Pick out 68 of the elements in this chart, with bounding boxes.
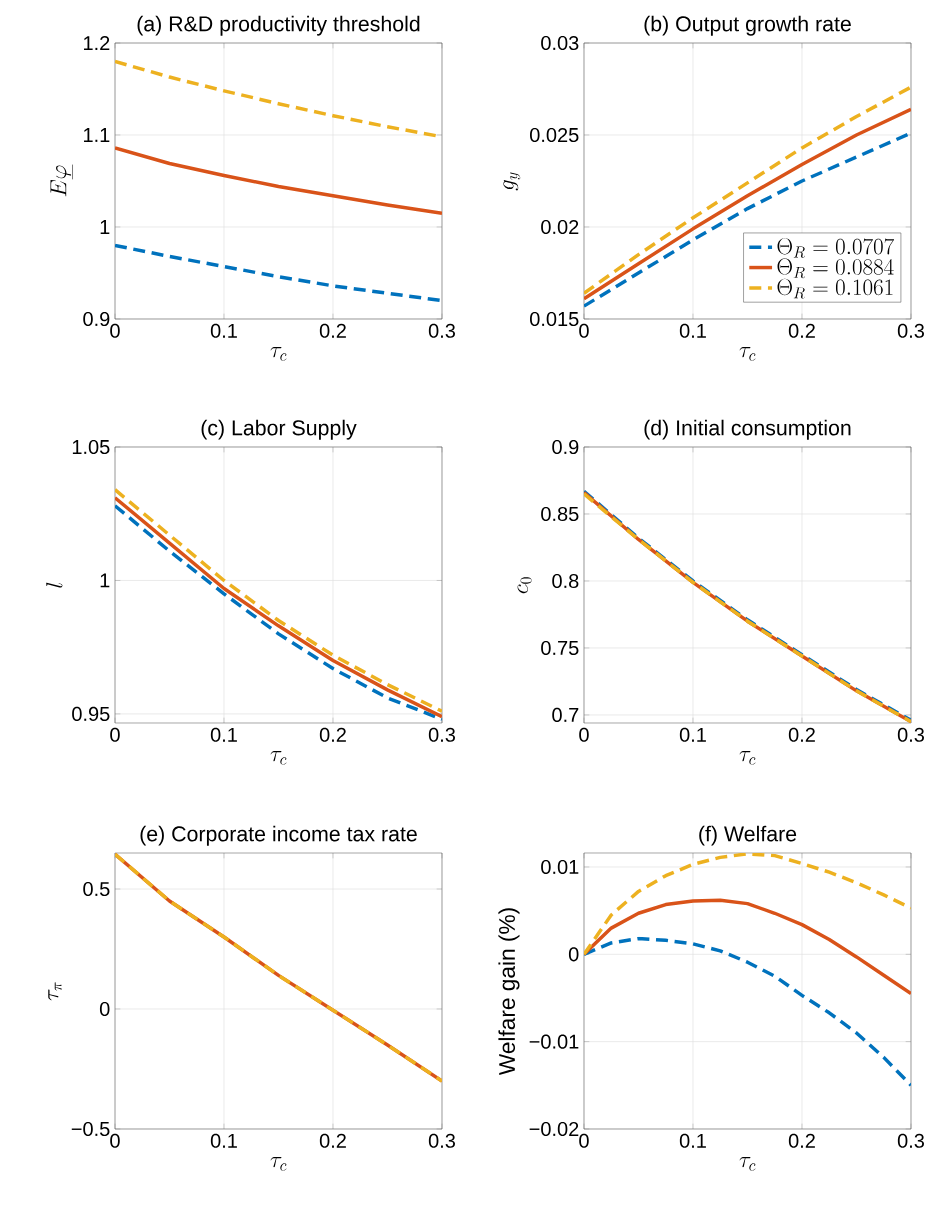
y-tick-label: 0.85: [541, 506, 579, 522]
y-tick-label: 1.1: [84, 128, 110, 142]
x-tick-label: 0.2: [788, 727, 815, 742]
x-tick-label: 0.3: [897, 1133, 925, 1148]
y-tick-label: 0.015: [530, 311, 579, 327]
x-tick-label: 0.3: [897, 727, 925, 742]
y-axis-title: $\tau_\pi$: [48, 982, 62, 1001]
x-tick-label: 0.2: [788, 1133, 815, 1148]
y-tick-label: −0.5: [71, 1121, 110, 1137]
y-tick-label: 0.95: [72, 706, 110, 721]
y-tick-label: 1.05: [72, 439, 110, 455]
x-axis-title: $\tau_c$: [739, 1157, 756, 1171]
y-tick-label: 0: [568, 947, 579, 962]
y-tick-label: 0.02: [541, 219, 579, 235]
x-tick-label: 0.3: [428, 1133, 456, 1148]
y-tick-label: 0.8: [552, 573, 579, 589]
y-axis-title: Welfare gain (%): [498, 908, 520, 1076]
y-tick-label: 1.2: [84, 36, 110, 50]
x-axis-title: $\tau_c$: [270, 751, 287, 765]
x-tick-label: 0.1: [679, 727, 706, 742]
y-axis-title: $E\underline{\varphi}$: [50, 164, 73, 197]
y-tick-label: 1: [100, 573, 110, 588]
x-tick-label: 0.1: [210, 323, 237, 338]
x-tick-label: 0.1: [210, 727, 237, 742]
y-axis-title: $l$: [46, 582, 63, 588]
x-tick-label: 0.2: [319, 323, 346, 338]
x-tick-label: 0.2: [319, 727, 346, 742]
x-tick-label: 0.1: [210, 1133, 237, 1148]
y-tick-label: 0: [99, 1001, 110, 1017]
y-tick-label: 0.5: [83, 881, 110, 897]
legend-label: $\Theta_R = 0.1061$: [777, 278, 893, 299]
y-tick-label: 0.75: [541, 640, 579, 656]
y-tick-label: 0.9: [552, 439, 579, 455]
x-tick-label: 0: [579, 1133, 589, 1148]
x-tick-label: 0.2: [319, 1133, 346, 1148]
x-tick-label: 0: [110, 323, 120, 338]
y-tick-label: −0.01: [529, 1034, 579, 1049]
y-tick-label: 0.01: [541, 859, 579, 875]
legend-label: $\Theta_R = 0.0707$: [777, 237, 895, 258]
x-tick-label: 0.3: [428, 323, 456, 338]
x-axis-title: $\tau_c$: [270, 1157, 287, 1171]
x-tick-label: 0: [579, 727, 589, 742]
y-tick-label: 0.7: [552, 707, 579, 723]
chart-title: (a) R&D productivity threshold: [137, 15, 420, 36]
y-tick-label: 0.025: [530, 127, 579, 143]
chart-title: (e) Corporate income tax rate: [140, 825, 417, 846]
x-tick-label: 0.1: [679, 323, 706, 338]
y-tick-label: 0.9: [83, 311, 110, 327]
chart-title: (c) Labor Supply: [201, 419, 357, 440]
x-axis-title: $\tau_c$: [739, 347, 756, 361]
x-tick-label: 0.3: [897, 323, 925, 338]
x-axis-title: $\tau_c$: [739, 751, 756, 765]
y-tick-label: −0.02: [529, 1121, 579, 1137]
y-axis-title: $c_0$: [517, 577, 532, 594]
y-tick-label: 0.03: [541, 35, 579, 51]
x-tick-label: 0.3: [428, 727, 456, 742]
x-tick-label: 0.2: [788, 323, 815, 338]
chart-title: (f) Welfare: [699, 825, 797, 846]
x-tick-label: 0: [579, 323, 589, 338]
chart-title: (b) Output growth rate: [644, 15, 851, 36]
y-axis-title: $g_y$: [503, 172, 521, 191]
x-tick-label: 0: [110, 1133, 120, 1148]
x-tick-label: 0: [110, 727, 120, 742]
legend-label: $\Theta_R = 0.0884$: [777, 258, 894, 279]
y-tick-label: 1: [100, 220, 110, 234]
chart-title: (d) Initial consumption: [644, 419, 851, 440]
x-tick-label: 0.1: [679, 1133, 706, 1148]
x-axis-title: $\tau_c$: [270, 347, 287, 361]
